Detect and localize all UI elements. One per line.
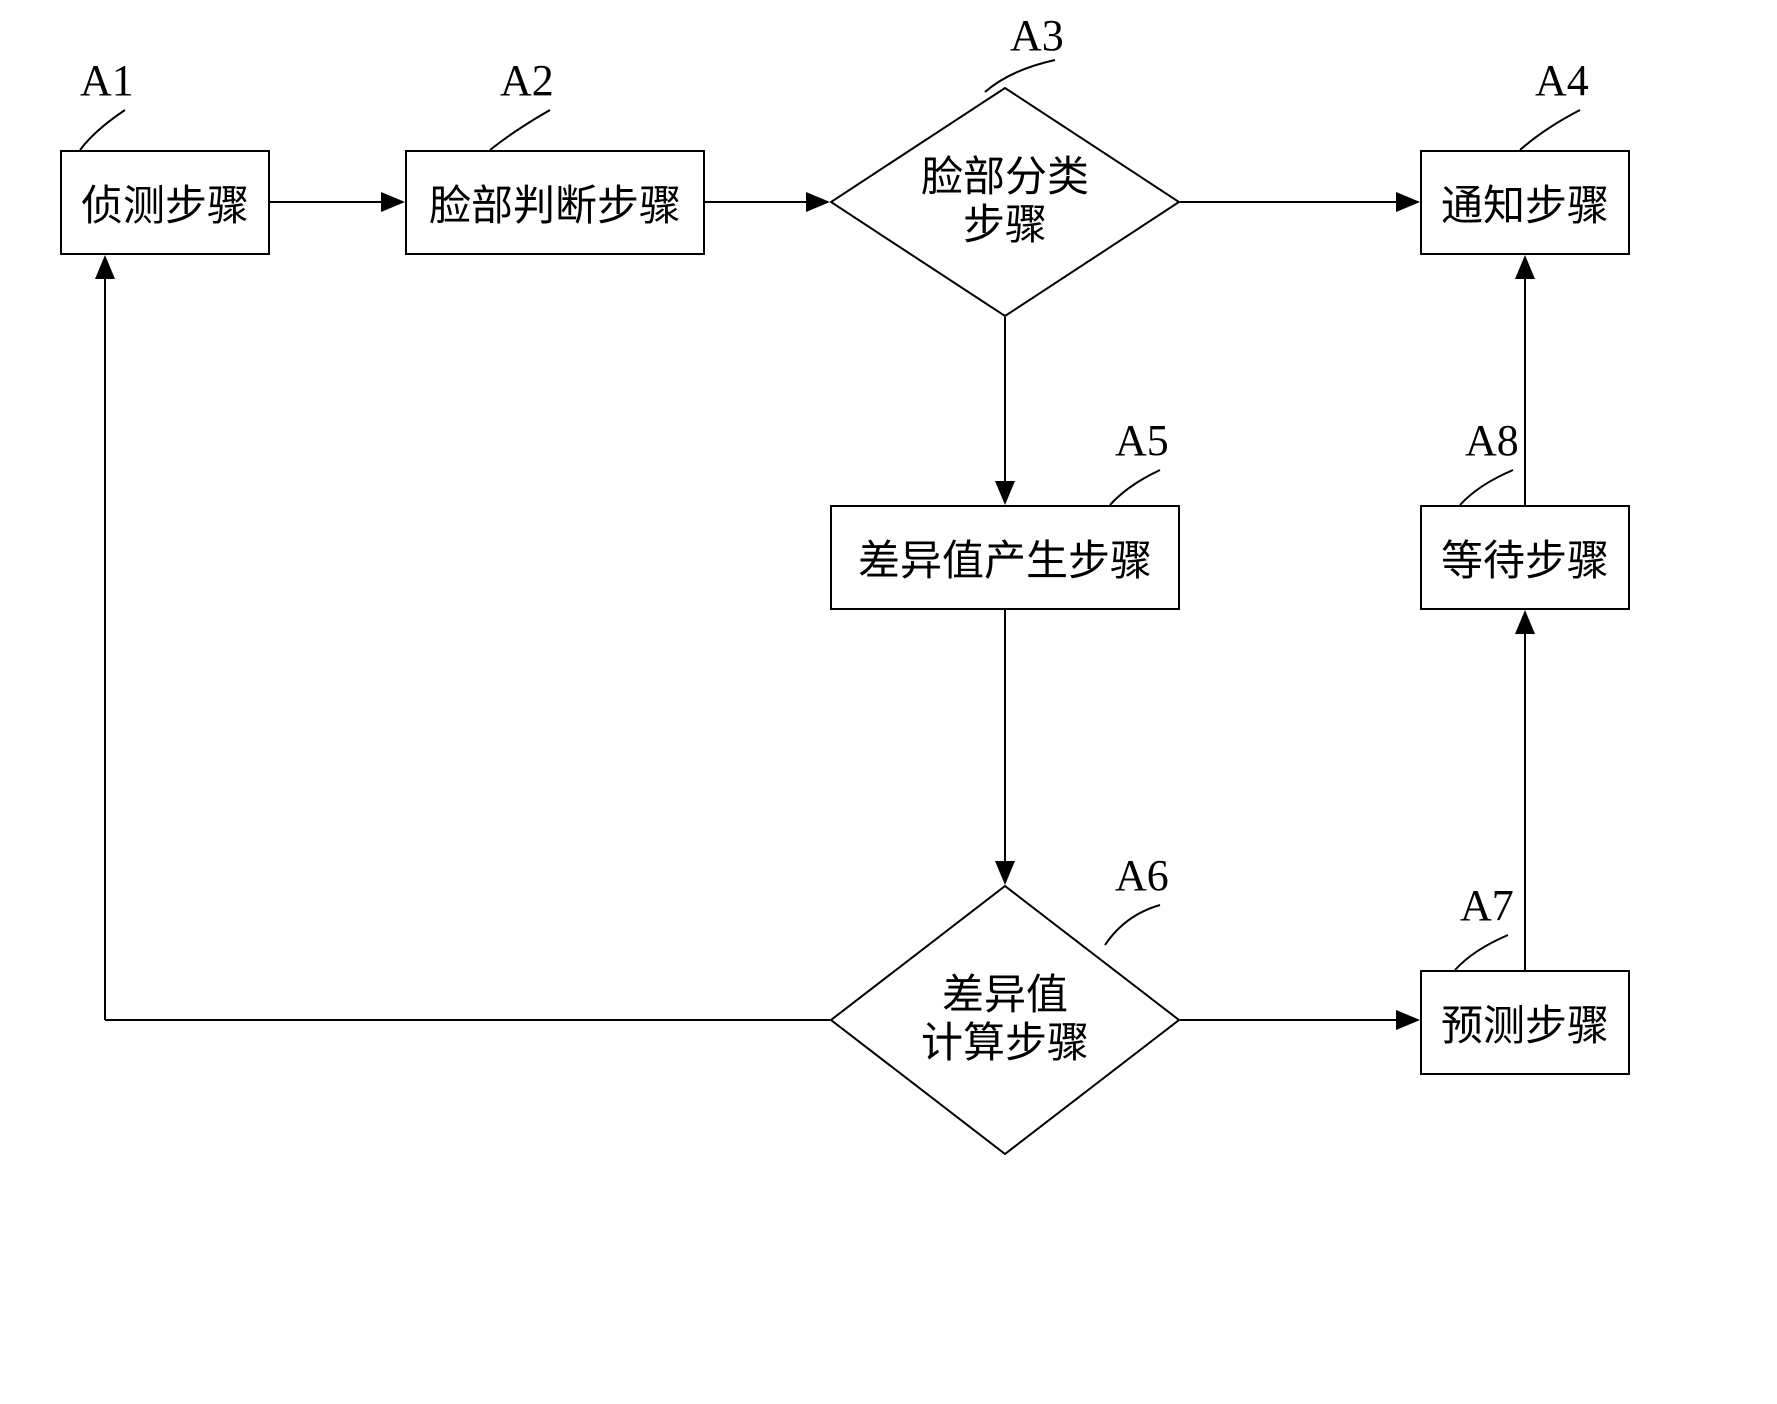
label-a7-text: A7 xyxy=(1460,881,1514,930)
node-a5-text: 差异值产生步骤 xyxy=(858,527,1152,588)
node-a8-text: 等待步骤 xyxy=(1441,527,1609,588)
node-a7: 预测步骤 xyxy=(1420,970,1630,1075)
label-a8: A8 xyxy=(1465,415,1519,466)
label-a5-text: A5 xyxy=(1115,416,1169,465)
node-a2-text: 脸部判断步骤 xyxy=(429,172,681,233)
label-a1-text: A1 xyxy=(80,56,134,105)
label-a2-text: A2 xyxy=(500,56,554,105)
label-a7: A7 xyxy=(1460,880,1514,931)
label-a2: A2 xyxy=(500,55,554,106)
node-a6-text: 差异值 计算步骤 xyxy=(921,972,1089,1069)
flowchart-canvas: 侦测步骤 脸部判断步骤 通知步骤 差异值产生步骤 预测步骤 等待步骤 脸部分类 … xyxy=(0,0,1777,1404)
node-a1: 侦测步骤 xyxy=(60,150,270,255)
node-a4-text: 通知步骤 xyxy=(1441,172,1609,233)
node-a1-text: 侦测步骤 xyxy=(81,172,249,233)
node-a8: 等待步骤 xyxy=(1420,505,1630,610)
label-a3: A3 xyxy=(1010,10,1064,61)
label-a6: A6 xyxy=(1115,850,1169,901)
label-a8-text: A8 xyxy=(1465,416,1519,465)
label-a1: A1 xyxy=(80,55,134,106)
node-a5: 差异值产生步骤 xyxy=(830,505,1180,610)
node-a4: 通知步骤 xyxy=(1420,150,1630,255)
node-a3-text: 脸部分类 步骤 xyxy=(921,154,1089,251)
label-a5: A5 xyxy=(1115,415,1169,466)
node-a6: 差异值 计算步骤 xyxy=(830,885,1180,1155)
label-a4: A4 xyxy=(1535,55,1589,106)
label-a4-text: A4 xyxy=(1535,56,1589,105)
label-a3-text: A3 xyxy=(1010,11,1064,60)
node-a2: 脸部判断步骤 xyxy=(405,150,705,255)
node-a3: 脸部分类 步骤 xyxy=(830,87,1180,317)
label-a6-text: A6 xyxy=(1115,851,1169,900)
node-a7-text: 预测步骤 xyxy=(1441,992,1609,1053)
